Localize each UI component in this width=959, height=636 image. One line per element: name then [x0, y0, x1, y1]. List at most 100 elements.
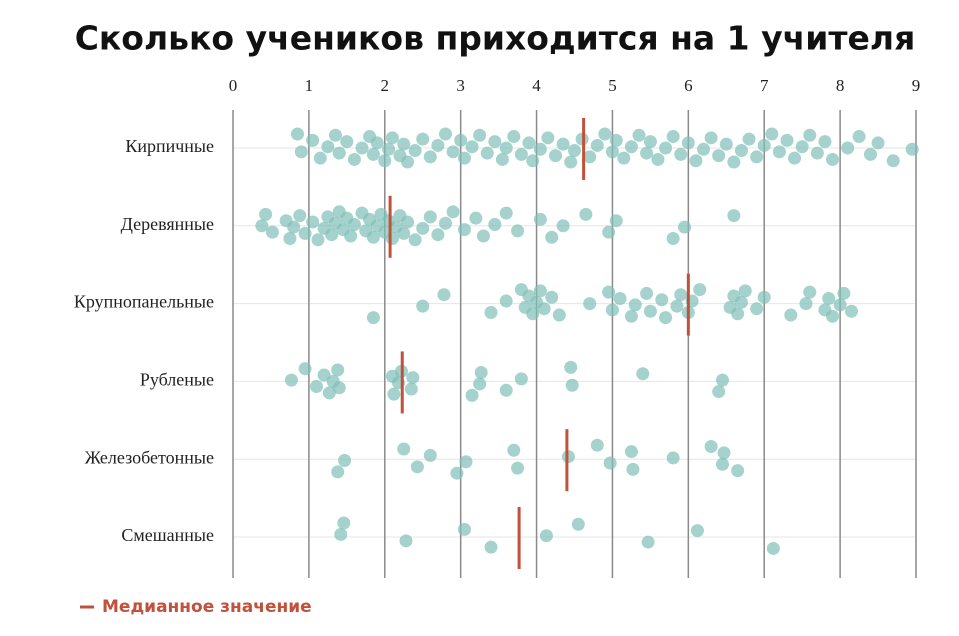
point — [416, 132, 430, 146]
point — [397, 226, 411, 240]
point — [382, 142, 396, 156]
category-label: Крупнопанельные — [74, 292, 214, 312]
point — [437, 288, 451, 302]
point — [423, 448, 437, 462]
point — [734, 295, 748, 309]
point — [693, 283, 707, 297]
category-label: Рубленые — [140, 370, 214, 390]
point — [406, 371, 420, 385]
x-tick-label: 4 — [532, 76, 541, 95]
point — [507, 130, 521, 144]
point — [742, 132, 756, 146]
point — [480, 146, 494, 160]
point — [681, 136, 695, 150]
point — [344, 229, 358, 243]
point — [795, 140, 809, 154]
point — [626, 462, 640, 476]
point — [670, 299, 684, 313]
point — [322, 386, 336, 400]
point — [446, 145, 460, 159]
point — [397, 442, 411, 456]
point — [511, 461, 525, 475]
point — [476, 229, 490, 243]
point — [689, 154, 703, 168]
point — [423, 210, 437, 224]
point — [431, 138, 445, 152]
point — [495, 152, 509, 166]
x-tick-label: 3 — [456, 76, 465, 95]
point — [522, 136, 536, 150]
point — [338, 453, 352, 467]
point — [766, 541, 780, 555]
point — [284, 373, 298, 387]
point — [332, 146, 346, 160]
point — [772, 145, 786, 159]
chart-title: Сколько учеников приходится на 1 учителя — [75, 19, 916, 58]
point — [717, 446, 731, 460]
point — [822, 292, 836, 306]
point — [712, 385, 726, 399]
point — [511, 224, 525, 238]
point — [328, 128, 342, 142]
point — [408, 144, 422, 158]
point — [473, 377, 487, 391]
point — [757, 138, 771, 152]
point — [537, 302, 551, 316]
point — [666, 130, 680, 144]
x-tick-label: 0 — [229, 76, 238, 95]
point — [837, 286, 851, 300]
point — [833, 298, 847, 312]
point — [565, 378, 579, 392]
point — [416, 221, 430, 235]
point — [378, 154, 392, 168]
point — [765, 127, 779, 141]
point — [431, 228, 445, 242]
x-tick-label: 9 — [912, 76, 921, 95]
point — [571, 517, 585, 531]
point — [750, 150, 764, 164]
point — [727, 209, 741, 223]
point — [474, 365, 488, 379]
point — [697, 142, 711, 156]
point — [366, 311, 380, 325]
point — [332, 381, 346, 395]
point — [552, 308, 566, 322]
point — [265, 225, 279, 239]
point — [602, 225, 616, 239]
point — [863, 147, 877, 161]
point — [533, 284, 547, 298]
point — [579, 207, 593, 221]
point — [731, 307, 745, 321]
point — [450, 466, 464, 480]
category-label: Деревянные — [121, 214, 214, 234]
point — [484, 306, 498, 320]
point — [499, 383, 513, 397]
point — [488, 218, 502, 232]
point — [545, 290, 559, 304]
point — [852, 130, 866, 144]
x-tick-label: 1 — [305, 76, 314, 95]
point — [871, 136, 885, 150]
point — [613, 292, 627, 306]
point — [605, 303, 619, 317]
x-tick-label: 7 — [760, 76, 769, 95]
point — [457, 151, 471, 165]
point — [465, 140, 479, 154]
point — [545, 230, 559, 244]
point — [636, 367, 650, 381]
point — [287, 220, 301, 234]
point — [556, 219, 570, 233]
point — [385, 232, 399, 246]
point — [355, 141, 369, 155]
point — [704, 439, 718, 453]
point — [401, 155, 415, 169]
point — [640, 146, 654, 160]
point — [539, 529, 553, 543]
point — [306, 215, 320, 229]
point — [641, 535, 655, 549]
point — [784, 308, 798, 322]
point — [397, 137, 411, 151]
point — [399, 534, 413, 548]
point — [750, 302, 764, 316]
point — [583, 150, 597, 164]
